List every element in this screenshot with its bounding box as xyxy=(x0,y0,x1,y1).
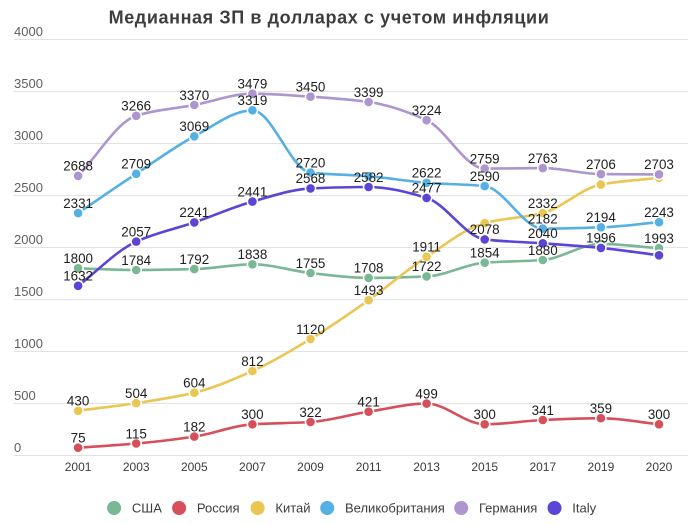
svg-text:3069: 3069 xyxy=(179,119,209,134)
svg-text:2020: 2020 xyxy=(646,460,673,474)
svg-text:2477: 2477 xyxy=(412,181,442,196)
svg-text:1996: 1996 xyxy=(586,231,616,246)
svg-text:Медианная ЗП в долларах с учет: Медианная ЗП в долларах с учетом инфляци… xyxy=(109,8,550,28)
svg-text:2763: 2763 xyxy=(528,151,558,166)
svg-text:2007: 2007 xyxy=(239,460,266,474)
svg-text:1722: 1722 xyxy=(412,259,442,274)
svg-text:Германия: Германия xyxy=(479,501,537,516)
svg-text:2015: 2015 xyxy=(471,460,498,474)
svg-text:2005: 2005 xyxy=(181,460,208,474)
svg-text:1993: 1993 xyxy=(644,231,674,246)
svg-text:1880: 1880 xyxy=(528,243,558,258)
svg-text:2243: 2243 xyxy=(644,205,674,220)
svg-text:2706: 2706 xyxy=(586,157,616,172)
svg-text:2009: 2009 xyxy=(297,460,324,474)
svg-text:0: 0 xyxy=(14,440,21,455)
svg-text:3319: 3319 xyxy=(238,93,268,108)
svg-text:Россия: Россия xyxy=(197,501,240,516)
svg-text:2001: 2001 xyxy=(65,460,92,474)
svg-text:75: 75 xyxy=(71,431,86,446)
svg-text:2332: 2332 xyxy=(528,196,558,211)
svg-text:322: 322 xyxy=(299,405,321,420)
svg-text:2331: 2331 xyxy=(63,196,93,211)
svg-text:2759: 2759 xyxy=(470,151,500,166)
svg-text:2500: 2500 xyxy=(14,180,43,195)
svg-text:2011: 2011 xyxy=(356,460,382,474)
svg-text:3224: 3224 xyxy=(412,103,442,118)
svg-text:300: 300 xyxy=(474,407,496,422)
svg-text:300: 300 xyxy=(241,407,263,422)
svg-text:2582: 2582 xyxy=(354,170,384,185)
svg-text:3266: 3266 xyxy=(121,99,151,114)
svg-text:504: 504 xyxy=(125,386,148,401)
svg-text:1500: 1500 xyxy=(14,284,43,299)
svg-text:115: 115 xyxy=(126,426,147,441)
svg-text:1784: 1784 xyxy=(121,253,151,268)
svg-text:2568: 2568 xyxy=(296,171,326,186)
svg-text:1911: 1911 xyxy=(412,240,441,255)
svg-text:2019: 2019 xyxy=(588,460,615,474)
svg-text:2000: 2000 xyxy=(14,232,43,247)
svg-text:300: 300 xyxy=(648,407,670,422)
svg-text:2003: 2003 xyxy=(123,460,150,474)
svg-text:1632: 1632 xyxy=(63,269,93,284)
svg-text:3399: 3399 xyxy=(354,85,384,100)
svg-text:1800: 1800 xyxy=(63,251,93,266)
svg-text:2194: 2194 xyxy=(586,210,616,225)
svg-text:2622: 2622 xyxy=(412,166,442,181)
svg-text:1838: 1838 xyxy=(238,247,268,262)
svg-text:2703: 2703 xyxy=(644,157,674,172)
svg-text:341: 341 xyxy=(532,403,554,418)
svg-text:1854: 1854 xyxy=(470,246,500,261)
svg-text:2057: 2057 xyxy=(121,224,151,239)
svg-text:359: 359 xyxy=(590,401,612,416)
svg-text:2182: 2182 xyxy=(528,211,558,226)
svg-text:3450: 3450 xyxy=(296,80,326,95)
svg-text:499: 499 xyxy=(415,386,437,401)
svg-text:3000: 3000 xyxy=(14,128,43,143)
svg-text:1755: 1755 xyxy=(296,256,326,271)
svg-text:Великобритания: Великобритания xyxy=(345,501,445,516)
svg-text:2013: 2013 xyxy=(413,460,440,474)
svg-text:2590: 2590 xyxy=(470,169,500,184)
svg-text:3479: 3479 xyxy=(238,77,268,92)
svg-text:812: 812 xyxy=(241,354,263,369)
svg-text:4000: 4000 xyxy=(14,24,43,39)
svg-text:1120: 1120 xyxy=(296,322,325,337)
svg-text:3370: 3370 xyxy=(179,88,209,103)
svg-text:1000: 1000 xyxy=(14,336,43,351)
svg-text:Italy: Italy xyxy=(572,501,596,516)
svg-text:430: 430 xyxy=(67,394,89,409)
svg-text:США: США xyxy=(132,501,162,516)
svg-text:182: 182 xyxy=(183,419,205,434)
svg-text:2709: 2709 xyxy=(121,157,151,172)
svg-text:500: 500 xyxy=(14,388,36,403)
svg-text:1792: 1792 xyxy=(179,252,209,267)
svg-text:604: 604 xyxy=(183,376,206,391)
svg-text:2040: 2040 xyxy=(528,226,558,241)
svg-text:2688: 2688 xyxy=(63,159,93,174)
svg-text:1493: 1493 xyxy=(354,283,384,298)
svg-text:2017: 2017 xyxy=(529,460,556,474)
svg-text:2078: 2078 xyxy=(470,222,500,237)
svg-text:421: 421 xyxy=(357,395,379,410)
svg-text:Китай: Китай xyxy=(275,501,310,516)
svg-text:2720: 2720 xyxy=(296,155,326,170)
svg-text:3500: 3500 xyxy=(14,76,43,91)
svg-text:2441: 2441 xyxy=(238,184,268,199)
svg-text:2241: 2241 xyxy=(179,205,209,220)
svg-text:1708: 1708 xyxy=(354,261,384,276)
